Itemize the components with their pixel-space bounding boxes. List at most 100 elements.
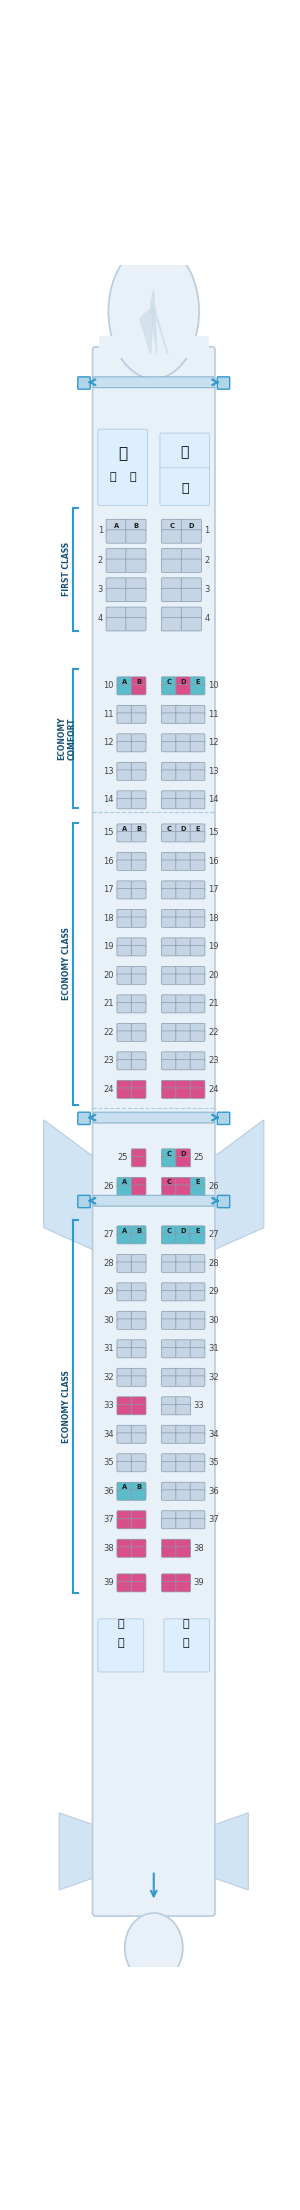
- FancyBboxPatch shape: [131, 1490, 146, 1501]
- FancyBboxPatch shape: [117, 1052, 132, 1061]
- FancyBboxPatch shape: [117, 1547, 132, 1558]
- FancyBboxPatch shape: [117, 1227, 132, 1235]
- FancyBboxPatch shape: [176, 1397, 190, 1408]
- FancyBboxPatch shape: [117, 994, 132, 1006]
- FancyBboxPatch shape: [126, 548, 146, 561]
- Polygon shape: [151, 290, 157, 354]
- FancyBboxPatch shape: [190, 1512, 205, 1520]
- Text: 2: 2: [98, 555, 103, 564]
- FancyBboxPatch shape: [131, 1547, 146, 1558]
- FancyBboxPatch shape: [190, 1490, 205, 1501]
- Text: C: C: [167, 678, 171, 685]
- FancyBboxPatch shape: [190, 1291, 205, 1302]
- Text: 30: 30: [103, 1315, 114, 1324]
- FancyBboxPatch shape: [161, 1282, 176, 1293]
- FancyBboxPatch shape: [190, 824, 205, 833]
- FancyBboxPatch shape: [161, 577, 182, 590]
- FancyBboxPatch shape: [176, 1291, 190, 1302]
- FancyBboxPatch shape: [181, 588, 201, 601]
- FancyBboxPatch shape: [106, 588, 126, 601]
- Text: D: D: [189, 524, 194, 528]
- Text: E: E: [195, 1180, 200, 1185]
- Text: 🚺: 🚺: [183, 1620, 190, 1629]
- FancyBboxPatch shape: [176, 1282, 190, 1293]
- FancyBboxPatch shape: [190, 791, 205, 800]
- Text: 13: 13: [103, 767, 114, 776]
- FancyBboxPatch shape: [161, 798, 176, 809]
- FancyBboxPatch shape: [176, 937, 190, 948]
- FancyBboxPatch shape: [161, 1377, 176, 1386]
- FancyBboxPatch shape: [181, 608, 201, 619]
- FancyBboxPatch shape: [117, 1339, 132, 1350]
- FancyBboxPatch shape: [161, 1023, 176, 1034]
- FancyBboxPatch shape: [190, 917, 205, 928]
- Text: C: C: [167, 827, 171, 831]
- FancyBboxPatch shape: [117, 1233, 132, 1244]
- FancyBboxPatch shape: [106, 617, 126, 630]
- FancyBboxPatch shape: [117, 1538, 132, 1549]
- FancyBboxPatch shape: [78, 1196, 90, 1207]
- FancyBboxPatch shape: [176, 1081, 190, 1090]
- FancyBboxPatch shape: [117, 1483, 132, 1492]
- Text: 38: 38: [103, 1543, 114, 1551]
- FancyBboxPatch shape: [190, 676, 205, 687]
- Text: ECONOMY CLASS: ECONOMY CLASS: [62, 1370, 71, 1443]
- Text: 4: 4: [205, 614, 210, 623]
- FancyBboxPatch shape: [117, 831, 132, 842]
- FancyBboxPatch shape: [131, 1052, 146, 1061]
- FancyBboxPatch shape: [117, 860, 132, 871]
- FancyBboxPatch shape: [131, 740, 146, 751]
- Text: 12: 12: [103, 738, 114, 747]
- FancyBboxPatch shape: [176, 946, 190, 957]
- Text: 2: 2: [205, 555, 210, 564]
- FancyBboxPatch shape: [190, 1262, 205, 1273]
- FancyBboxPatch shape: [117, 888, 132, 899]
- FancyBboxPatch shape: [176, 1030, 190, 1041]
- FancyBboxPatch shape: [78, 1112, 90, 1125]
- FancyBboxPatch shape: [190, 1368, 205, 1379]
- Text: FIRST CLASS: FIRST CLASS: [62, 541, 71, 597]
- FancyBboxPatch shape: [190, 734, 205, 745]
- FancyBboxPatch shape: [176, 1059, 190, 1070]
- FancyBboxPatch shape: [131, 853, 146, 862]
- FancyBboxPatch shape: [190, 1425, 205, 1434]
- Text: 🚹: 🚹: [183, 1638, 190, 1649]
- FancyBboxPatch shape: [131, 1081, 146, 1090]
- Text: 36: 36: [103, 1487, 114, 1496]
- FancyBboxPatch shape: [117, 1403, 132, 1414]
- Text: ECONOMY CLASS: ECONOMY CLASS: [62, 928, 71, 1001]
- FancyBboxPatch shape: [161, 994, 176, 1006]
- FancyBboxPatch shape: [161, 975, 176, 983]
- Polygon shape: [204, 1812, 248, 1890]
- FancyBboxPatch shape: [190, 888, 205, 899]
- FancyBboxPatch shape: [161, 1547, 176, 1558]
- FancyBboxPatch shape: [161, 1432, 176, 1443]
- FancyBboxPatch shape: [117, 966, 132, 977]
- FancyBboxPatch shape: [161, 617, 182, 630]
- FancyBboxPatch shape: [131, 734, 146, 745]
- Text: 🚺: 🚺: [118, 1620, 124, 1629]
- Text: 4: 4: [98, 614, 103, 623]
- FancyBboxPatch shape: [176, 769, 190, 780]
- FancyBboxPatch shape: [131, 831, 146, 842]
- FancyBboxPatch shape: [176, 1311, 190, 1322]
- FancyBboxPatch shape: [117, 1582, 132, 1591]
- FancyBboxPatch shape: [176, 1403, 190, 1414]
- Text: 17: 17: [103, 886, 114, 895]
- FancyBboxPatch shape: [117, 762, 132, 771]
- FancyBboxPatch shape: [161, 1255, 176, 1264]
- FancyBboxPatch shape: [161, 685, 176, 694]
- FancyBboxPatch shape: [176, 853, 190, 862]
- Text: 39: 39: [194, 1578, 204, 1587]
- Text: D: D: [181, 678, 186, 685]
- Text: 38: 38: [194, 1543, 204, 1551]
- FancyBboxPatch shape: [176, 966, 190, 977]
- FancyBboxPatch shape: [161, 946, 176, 957]
- FancyBboxPatch shape: [117, 1185, 132, 1196]
- Text: 23: 23: [103, 1056, 114, 1065]
- FancyBboxPatch shape: [131, 1262, 146, 1273]
- FancyBboxPatch shape: [161, 548, 182, 561]
- Text: 14: 14: [208, 796, 218, 804]
- FancyBboxPatch shape: [126, 588, 146, 601]
- FancyBboxPatch shape: [117, 798, 132, 809]
